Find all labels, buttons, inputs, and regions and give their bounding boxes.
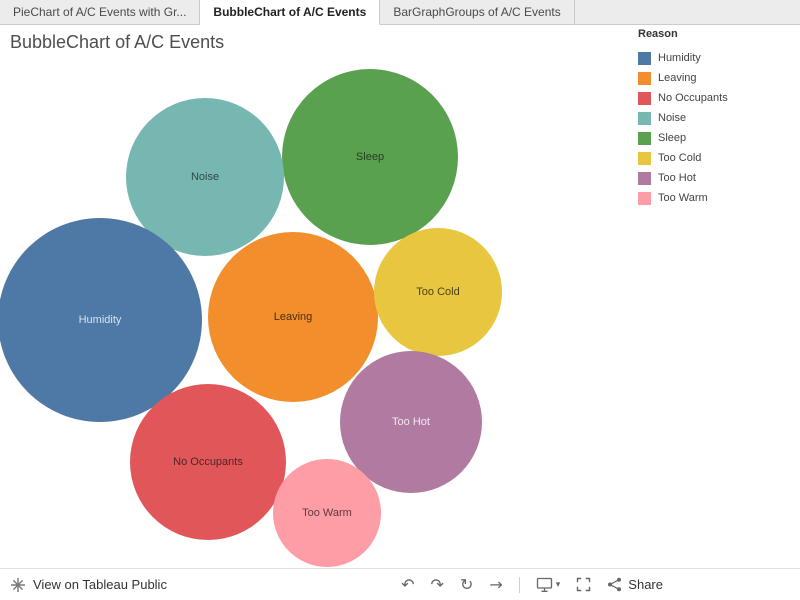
- fullscreen-icon[interactable]: [576, 577, 591, 592]
- legend-reason: Reason Humidity Leaving No Occupants Noi…: [638, 28, 794, 208]
- color-swatch: [638, 91, 651, 105]
- color-swatch: [638, 151, 651, 165]
- legend-item-label: No Occupants: [658, 92, 728, 104]
- undo-icon[interactable]: ↶: [401, 574, 415, 594]
- color-swatch: [638, 51, 651, 65]
- forward-icon[interactable]: →: [489, 574, 503, 594]
- sheet-tab-bar: PieChart of A/C Events with Gr... Bubble…: [0, 0, 800, 25]
- bubble-label: Too Hot: [392, 416, 430, 428]
- legend-item-too-cold[interactable]: Too Cold: [638, 148, 794, 168]
- legend-title: Reason: [638, 28, 678, 40]
- bubble-label: Too Warm: [302, 507, 352, 519]
- toolbar-tools: ↶ ↷ ↻ → ▾ S: [401, 574, 663, 594]
- tab-piechart[interactable]: PieChart of A/C Events with Gr...: [0, 0, 201, 24]
- replay-icon[interactable]: ↻: [459, 574, 474, 594]
- bubble-too-warm[interactable]: Too Warm: [273, 459, 381, 567]
- share-icon: [607, 577, 622, 592]
- color-swatch: [638, 171, 651, 185]
- legend-item-too-hot[interactable]: Too Hot: [638, 168, 794, 188]
- color-swatch: [638, 131, 651, 145]
- legend-item-label: Leaving: [658, 72, 697, 84]
- bubble-too-cold[interactable]: Too Cold: [374, 228, 502, 356]
- legend-item-label: Noise: [658, 112, 687, 124]
- legend-item-too-warm[interactable]: Too Warm: [638, 188, 794, 208]
- tableau-sprocket-icon: [10, 577, 26, 593]
- legend-item-label: Humidity: [658, 52, 701, 64]
- download-caret-icon: ▾: [555, 579, 561, 590]
- color-swatch: [638, 191, 651, 205]
- toolbar-divider: [518, 576, 520, 593]
- legend-item-label: Sleep: [658, 132, 687, 144]
- bubble-noise[interactable]: Noise: [126, 98, 284, 256]
- bubble-label: Sleep: [355, 151, 385, 163]
- bubble-label: Humidity: [78, 314, 122, 326]
- view-on-tableau-public-label: View on Tableau Public: [33, 577, 167, 592]
- bubble-sleep[interactable]: Sleep: [282, 69, 458, 245]
- legend-item-noise[interactable]: Noise: [638, 108, 794, 128]
- color-swatch: [638, 71, 651, 85]
- tableau-toolbar: View on Tableau Public ↶ ↷ ↻ → ▾: [0, 568, 800, 600]
- redo-icon[interactable]: ↷: [430, 574, 444, 594]
- color-swatch: [638, 111, 651, 125]
- download-icon[interactable]: ▾: [536, 577, 561, 593]
- bubble-no-occupants[interactable]: No Occupants: [130, 384, 286, 540]
- bubble-label: Too Cold: [416, 286, 460, 298]
- legend-item-label: Too Hot: [658, 172, 696, 184]
- bubble-label: Leaving: [273, 311, 313, 323]
- share-button[interactable]: Share: [607, 577, 663, 592]
- bubble-too-hot[interactable]: Too Hot: [340, 351, 482, 493]
- legend-item-leaving[interactable]: Leaving: [638, 68, 794, 88]
- bubble-leaving[interactable]: Leaving: [208, 232, 378, 402]
- bubble-label: Noise: [190, 171, 220, 183]
- bubble-humidity[interactable]: Humidity: [0, 218, 202, 422]
- legend-item-label: Too Cold: [658, 152, 702, 164]
- tab-bubblechart[interactable]: BubbleChart of A/C Events: [200, 0, 381, 25]
- legend-item-label: Too Warm: [658, 192, 708, 204]
- bubble-label: No Occupants: [173, 456, 243, 468]
- tab-bargraphgroups[interactable]: BarGraphGroups of A/C Events: [380, 0, 575, 24]
- share-label: Share: [628, 577, 663, 592]
- legend-item-no-occupants[interactable]: No Occupants: [638, 88, 794, 108]
- view-on-tableau-public-link[interactable]: View on Tableau Public: [10, 577, 167, 593]
- legend-item-humidity[interactable]: Humidity: [638, 48, 794, 68]
- legend-item-sleep[interactable]: Sleep: [638, 128, 794, 148]
- page-title: BubbleChart of A/C Events: [10, 32, 225, 52]
